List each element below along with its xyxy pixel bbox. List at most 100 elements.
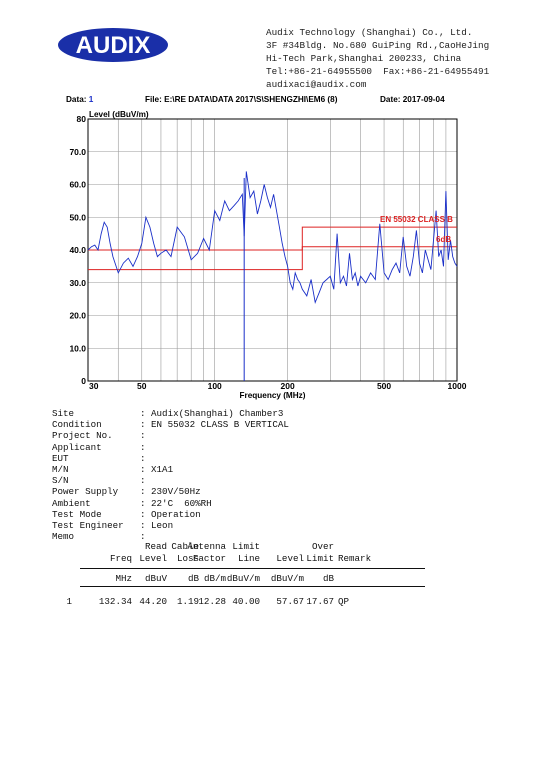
data-index-value: 1 [88, 95, 94, 104]
table-cell: Level [139, 553, 167, 564]
table-row: 1 132.34 44.20 1.19 12.28 40.00 57.67 17.67 QP [52, 596, 452, 608]
info-key: Power Supply [52, 486, 119, 498]
table-header-row: Read Cable Antenna Limit Over [52, 541, 452, 553]
y-tick-label: 60.0 [69, 180, 86, 190]
table-cell: dB [322, 573, 334, 584]
table-cell: Factor [192, 553, 226, 564]
table-rule [80, 568, 425, 569]
info-row: Condition : EN 55032 CLASS B VERTICAL [52, 419, 289, 430]
table-cell: dB/m [203, 573, 226, 584]
info-key: Site [52, 408, 75, 419]
company-address-line1: 3F #34Bldg. No.680 GuiPing Rd.,CaoHeJing [266, 40, 490, 51]
table-cell: Remark [338, 553, 372, 564]
table-cell: Antenna [187, 541, 226, 552]
table-cell: Freq [109, 553, 132, 564]
info-value: : Audix(Shanghai) Chamber3 [140, 408, 284, 419]
file-path: File: E:\RE DATA\DATA 2017\S\SHENGZHI\EM… [145, 95, 338, 104]
x-tick-label: 1000 [448, 381, 467, 391]
table-cell: MHz [115, 573, 132, 584]
table-cell: Limit [306, 553, 334, 564]
table-cell: 40.00 [232, 596, 260, 607]
company-email: audixaci@audix.com [266, 79, 367, 90]
table-cell: 1 [66, 596, 72, 607]
info-row: Memo: [52, 531, 289, 542]
company-address-line2: Hi-Tech Park,Shanghai 200233, China [266, 53, 462, 64]
table-cell: QP [338, 596, 350, 607]
table-cell: Read [144, 541, 167, 552]
table-cell: Over [311, 541, 334, 552]
info-value: : EN 55032 CLASS B VERTICAL [140, 419, 289, 431]
info-key: Test Engineer [52, 520, 124, 532]
company-address: Audix Technology (Shanghai) Co., Ltd. 3F… [266, 26, 489, 91]
table-cell: 44.20 [139, 596, 167, 607]
info-row: Ambient : 22'C 60%RH [52, 498, 289, 509]
info-row: Test Mode : Operation [52, 509, 289, 520]
info-value: : [140, 430, 146, 442]
x-axis-label: Frequency (MHz) [240, 391, 306, 400]
info-value: : 22'C 60%RH [140, 497, 212, 509]
info-value: : 230V/50Hz [140, 486, 201, 498]
info-value: : Operation [140, 508, 201, 520]
info-key: M/N [52, 464, 69, 476]
info-row: Site : Audix(Shanghai) Chamber3 [52, 408, 289, 419]
y-tick-label: 40.0 [69, 245, 86, 255]
x-tick-label: 50 [137, 381, 147, 391]
info-value: : [140, 531, 146, 543]
x-tick-label: 100 [208, 381, 222, 391]
table-cell: 12.28 [198, 596, 226, 607]
info-row: Applicant: [52, 442, 289, 453]
info-row: M/N : X1A1 [52, 464, 289, 475]
limit-line-6db [88, 246, 457, 271]
info-key: Test Mode [52, 508, 102, 520]
info-key: EUT [52, 452, 69, 464]
table-cell: dBuV/m [226, 573, 260, 584]
emission-trace [87, 171, 458, 305]
info-value: : [140, 452, 146, 464]
table-cell: Loss [176, 553, 199, 564]
info-key: Project No. [52, 430, 113, 442]
y-tick-label: 0 [81, 376, 86, 386]
info-row: Test Engineer : Leon [52, 520, 289, 531]
test-info: Site : Audix(Shanghai) Chamber3 Condition:… [52, 408, 289, 542]
y-tick-label: 80 [77, 114, 87, 124]
table-cell: Cable [171, 541, 199, 552]
logo-text: AUDIX [76, 32, 151, 59]
table-units-row: MHz dBuV dB dB/m dBuV/m dBuV/m dB [52, 573, 452, 585]
annotation-6db: 6dB [436, 235, 451, 244]
company-phone-fax: Tel:+86-21-64955500 Fax:+86-21-64955491 [266, 66, 490, 77]
audix-logo: AUDIX [58, 28, 168, 62]
info-row: EUT: [52, 453, 289, 464]
company-name: Audix Technology (Shanghai) Co., Ltd. [266, 27, 473, 38]
y-tick-label: 10.0 [69, 343, 86, 353]
x-tick-label: 200 [281, 381, 295, 391]
table-cell: dBuV/m [270, 573, 304, 584]
info-key: Condition [52, 419, 102, 431]
info-key: Ambient [52, 497, 91, 509]
x-tick-label: 30 [89, 381, 99, 391]
info-row: S/N: [52, 475, 289, 486]
info-value: : X1A1 [140, 464, 174, 476]
y-axis-label: Level (dBuV/m) [89, 110, 149, 119]
info-value: : [140, 475, 146, 487]
y-tick-label: 70.0 [69, 147, 86, 157]
table-cell: Line [237, 553, 260, 564]
table-cell: dBuV [144, 573, 167, 584]
table-cell: 17.67 [306, 596, 334, 607]
data-index: Data: 1 [66, 95, 94, 104]
table-cell: dB [187, 573, 199, 584]
test-date: Date: 2017-09-04 [380, 95, 445, 104]
x-tick-label: 500 [377, 381, 391, 391]
y-tick-label: 30.0 [69, 278, 86, 288]
table-cell: Level [276, 553, 304, 564]
table-rule [80, 586, 425, 587]
info-value: : Leon [140, 520, 174, 532]
table-header-row: Freq Level Loss Factor Line Level Limit Remark [52, 553, 452, 565]
info-row: Power Supply : 230V/50Hz [52, 486, 289, 497]
info-key: S/N [52, 475, 69, 487]
table-cell: 57.67 [276, 596, 304, 607]
file-path-value: E:\RE DATA\DATA 2017\S\SHENGZHI\EM6 (8) [164, 95, 338, 104]
table-cell: Limit [232, 541, 260, 552]
info-row: Project No.: [52, 430, 289, 441]
y-tick-label: 20.0 [69, 311, 86, 321]
table-cell: 132.34 [98, 596, 132, 607]
